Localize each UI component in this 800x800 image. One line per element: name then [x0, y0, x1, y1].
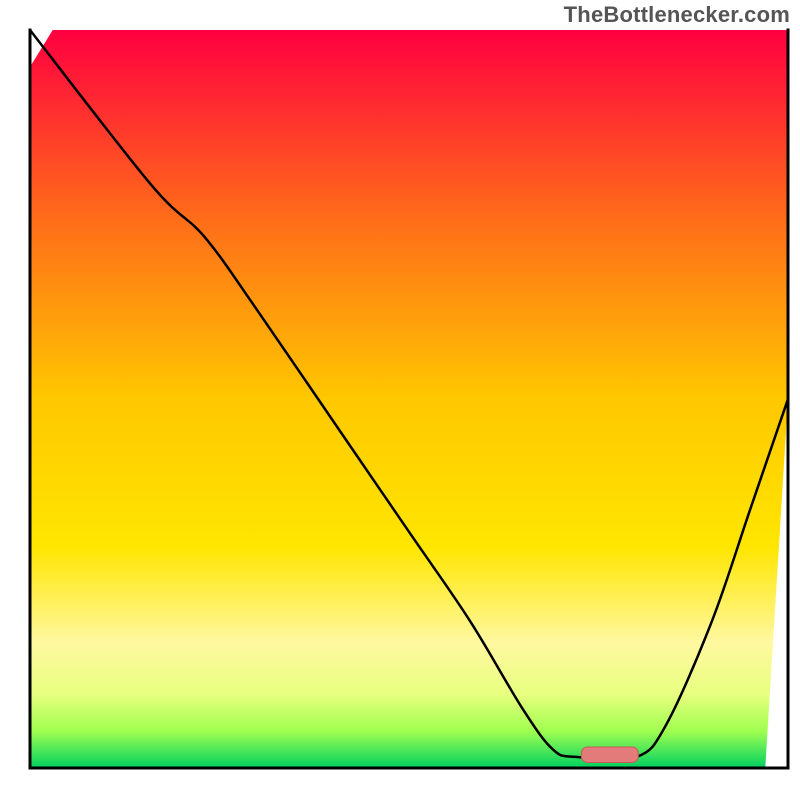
optimal-marker — [581, 747, 638, 762]
gradient-background — [30, 30, 788, 768]
chart-svg — [0, 0, 800, 800]
watermark-text: TheBottlenecker.com — [564, 2, 790, 28]
bottleneck-chart: TheBottlenecker.com — [0, 0, 800, 800]
